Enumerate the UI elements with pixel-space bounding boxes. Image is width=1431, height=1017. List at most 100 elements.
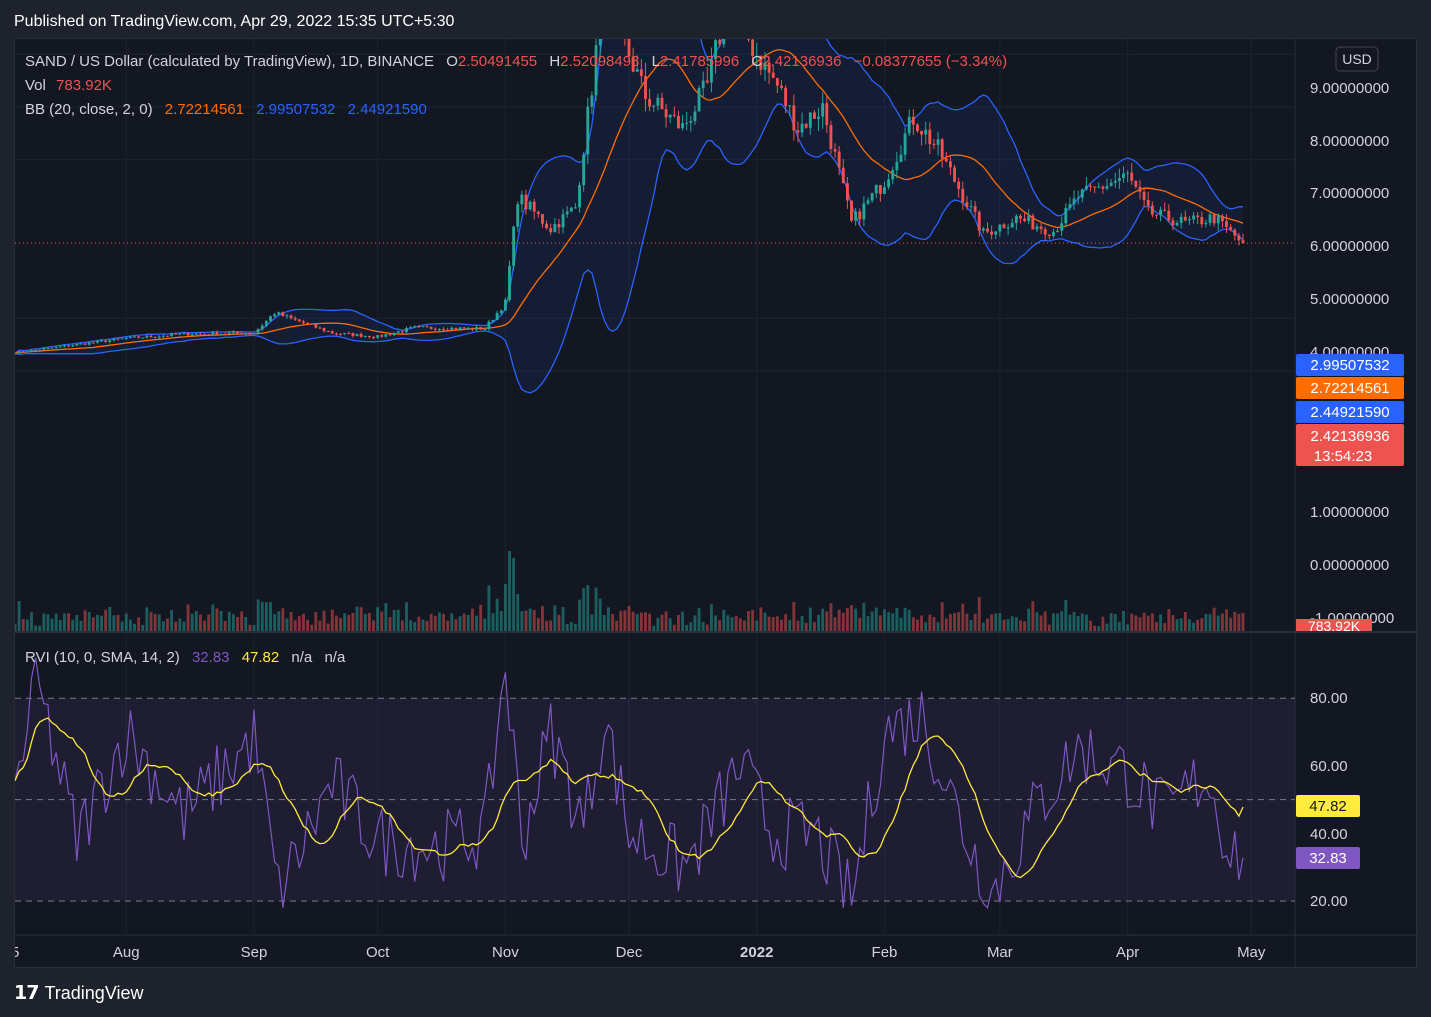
candle-body bbox=[936, 139, 940, 145]
time-tick-edge: 5 bbox=[15, 944, 19, 961]
candle-body bbox=[681, 123, 685, 129]
price-axis[interactable]: 9.00000000 8.00000000 7.00000000 6.00000… bbox=[1310, 80, 1394, 627]
candle-body bbox=[491, 320, 495, 322]
candle-body bbox=[594, 45, 598, 96]
volume-bar bbox=[277, 611, 281, 631]
candle-body bbox=[372, 337, 375, 339]
candle-body bbox=[998, 224, 1002, 232]
volume-bar bbox=[186, 604, 190, 631]
volume-bar bbox=[405, 602, 408, 631]
candle-body bbox=[46, 347, 50, 349]
chart-svg[interactable]: 9.00000000 8.00000000 7.00000000 6.00000… bbox=[11, 0, 1418, 969]
chart-frame[interactable]: 9.00000000 8.00000000 7.00000000 6.00000… bbox=[11, 0, 1418, 969]
tradingview-logo[interactable]: 𝟭𝟳 TradingView bbox=[14, 982, 144, 1005]
candle-body bbox=[1010, 222, 1014, 228]
volume-bar bbox=[1237, 613, 1241, 631]
volume-bar bbox=[326, 623, 330, 631]
candle-body bbox=[396, 331, 400, 333]
volume-bar bbox=[1109, 613, 1113, 631]
volume-bar bbox=[1101, 616, 1105, 631]
volume-bar bbox=[380, 611, 384, 631]
candle-body bbox=[549, 228, 553, 233]
volume-bar bbox=[697, 608, 701, 631]
volume-bar bbox=[812, 622, 816, 631]
volume-bar bbox=[363, 613, 367, 631]
candle-body bbox=[1138, 186, 1142, 192]
grid-lines bbox=[15, 0, 1295, 935]
candle-body bbox=[969, 206, 973, 208]
volume-bar bbox=[845, 607, 849, 631]
volume-bar bbox=[668, 618, 672, 631]
candle-body bbox=[862, 203, 866, 220]
candle-body bbox=[977, 211, 981, 231]
volume-bar bbox=[417, 616, 421, 631]
candle-body bbox=[116, 338, 120, 340]
volume-bar bbox=[46, 614, 50, 631]
candle-body bbox=[837, 151, 841, 168]
currency-button[interactable] bbox=[1335, 46, 1379, 72]
candle-body bbox=[751, 39, 755, 56]
volume-legend[interactable]: Vol 783.92K bbox=[25, 77, 112, 94]
volume-bar bbox=[194, 611, 198, 631]
candle-body bbox=[380, 335, 384, 337]
candle-body bbox=[755, 55, 759, 57]
candle-body bbox=[194, 333, 198, 335]
candle-body bbox=[483, 329, 487, 331]
candle-body bbox=[120, 338, 124, 340]
candle-body bbox=[1052, 232, 1055, 236]
bb-upper-tag bbox=[1296, 354, 1404, 376]
candle-body bbox=[141, 337, 145, 339]
volume-bar bbox=[71, 619, 75, 631]
volume-bar bbox=[483, 618, 487, 631]
volume-bar bbox=[1117, 621, 1121, 631]
candle-body bbox=[359, 333, 363, 337]
candle-body bbox=[878, 185, 882, 194]
candle-body bbox=[137, 336, 141, 338]
candlesticks[interactable] bbox=[13, 0, 1245, 355]
volume-bar bbox=[376, 607, 380, 631]
candle-body bbox=[339, 333, 342, 335]
rvi-pane[interactable] bbox=[14, 657, 1295, 910]
rvi-legend[interactable]: RVI (10, 0, SMA, 14, 2) 32.83 47.82 n/a … bbox=[25, 649, 346, 666]
candle-body bbox=[775, 77, 779, 86]
symbol-legend[interactable]: SAND / US Dollar (calculated by TradingV… bbox=[25, 53, 1007, 70]
candle-body bbox=[883, 187, 886, 194]
rvi-axis[interactable]: 80.00 60.00 40.00 20.00 47.82 32.83 bbox=[1296, 690, 1360, 910]
candle-body bbox=[887, 179, 891, 188]
legend[interactable]: SAND / US Dollar (calculated by TradingV… bbox=[25, 53, 1007, 666]
candle-body bbox=[240, 333, 244, 335]
bb-legend[interactable]: BB (20, close, 2, 0) 2.72214561 2.995075… bbox=[25, 101, 427, 118]
volume-bar bbox=[854, 608, 858, 631]
volume-bar bbox=[227, 611, 231, 631]
volume-bar bbox=[788, 619, 792, 631]
volume-bar bbox=[1126, 624, 1130, 631]
volume-bar bbox=[1150, 613, 1154, 631]
candle-body bbox=[503, 299, 507, 311]
candle-body bbox=[981, 228, 985, 231]
volume-bar bbox=[825, 611, 829, 631]
volume-bar bbox=[965, 613, 969, 631]
candle-body bbox=[157, 336, 161, 338]
candle-body bbox=[438, 329, 441, 331]
candle-body bbox=[425, 326, 429, 328]
volume-bar bbox=[1130, 613, 1134, 631]
candle-body bbox=[166, 335, 169, 337]
candle-body bbox=[1216, 215, 1220, 224]
candle-body bbox=[957, 181, 961, 190]
rvi-tag bbox=[1296, 847, 1360, 869]
candle-body bbox=[30, 349, 33, 352]
volume-bar bbox=[606, 607, 610, 631]
volume-bar bbox=[1023, 621, 1027, 631]
close-label: C bbox=[751, 53, 762, 70]
candle-body bbox=[1113, 181, 1117, 183]
candle-body bbox=[796, 130, 800, 133]
volume-bar bbox=[718, 620, 722, 631]
volume-bar bbox=[343, 613, 347, 631]
volume-bar bbox=[367, 612, 371, 631]
candle-body bbox=[462, 327, 466, 329]
candle-body bbox=[693, 111, 697, 122]
volume-bar bbox=[536, 618, 540, 631]
candle-body bbox=[771, 72, 775, 78]
time-axis[interactable]: 5 Aug Sep Oct Nov Dec 2022 Feb Mar Apr May bbox=[11, 944, 1266, 961]
volume-bar bbox=[30, 612, 33, 631]
